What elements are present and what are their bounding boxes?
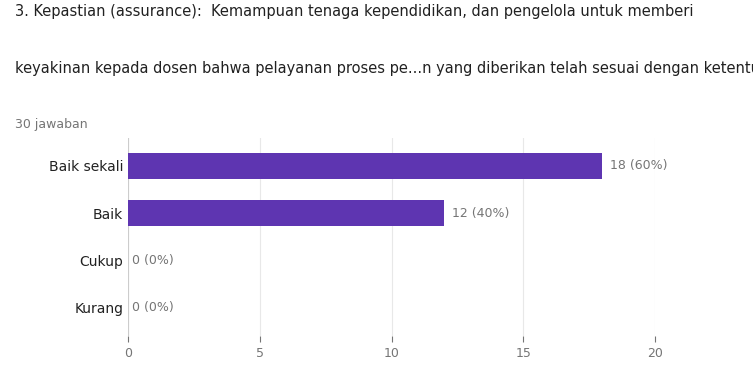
Text: 0 (0%): 0 (0%) bbox=[132, 254, 174, 267]
Text: 18 (60%): 18 (60%) bbox=[611, 159, 668, 172]
Text: 3. Kepastian (assurance):  Kemampuan tenaga kependidikan, dan pengelola untuk me: 3. Kepastian (assurance): Kemampuan tena… bbox=[15, 4, 694, 19]
Text: 30 jawaban: 30 jawaban bbox=[15, 118, 87, 131]
Text: 12 (40%): 12 (40%) bbox=[452, 207, 510, 220]
Text: keyakinan kepada dosen bahwa pelayanan proses pe...n yang diberikan telah sesuai: keyakinan kepada dosen bahwa pelayanan p… bbox=[15, 61, 753, 76]
Bar bbox=[128, 200, 444, 226]
Bar bbox=[128, 153, 602, 179]
Text: 0 (0%): 0 (0%) bbox=[132, 301, 174, 314]
